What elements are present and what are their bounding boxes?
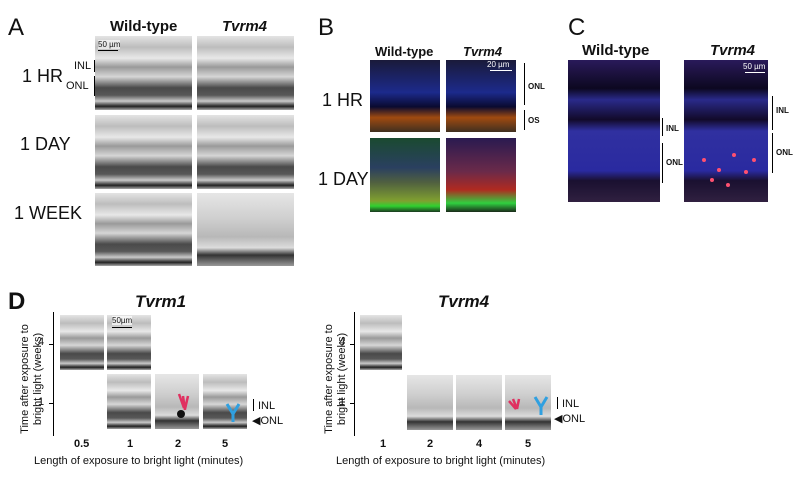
panel-c-wildtype-header: Wild-type [582,42,650,59]
panel-b-onl-label: ONL [528,82,545,91]
panel-b-os-bracket [524,110,525,130]
panel-c-image-wt [568,60,660,202]
panel-d-left-xtick-0.5: 0.5 [74,438,90,450]
panel-a-image-1day-wt [95,115,192,189]
panel-d-right-xlabel: Length of exposure to bright light (minu… [336,455,546,467]
panel-d-right-inl-bracket [557,397,558,409]
panel-d-right-ytick-1 [350,403,355,404]
panel-c-scale-bar [745,72,765,73]
panel-d-left-yaxis [53,312,54,436]
panel-c-wt-onl-bracket [662,143,663,183]
panel-a-row-1week: 1 WEEK [14,203,83,223]
panel-d-right-ytick-4 [350,344,355,345]
panel-d-left-title: Tvrm1 [135,292,187,311]
panel-a-onl-bracket [94,76,95,96]
panel-d-right-ylabel-1: 1 [339,396,346,408]
panel-d-right-xtick-5: 5 [525,438,532,450]
panel-d-right-title: Tvrm4 [438,292,490,311]
panel-c-mut-onl-label: ONL [776,148,793,157]
panel-a-scale-label: 50 µm [98,40,121,49]
panel-d-left-inl-label: INL [258,400,276,412]
panel-d-left-ytick-4 [49,344,54,345]
panel-d-left-ylabel-4: 4 [38,336,45,348]
panel-b-wildtype-header: Wild-type [375,44,434,59]
panel-a-image-1day-mut [197,115,294,189]
panel-a-image-1week-wt [95,193,192,266]
panel-b-scale-bar [490,70,512,71]
panel-a-tvrm4-header: Tvrm4 [222,18,268,35]
panel-b-row-1hr: 1 HR [322,90,364,110]
panel-c-letter: C [568,14,586,41]
panel-d-left-image-0.5-4wk [60,315,104,370]
panel-d-left-ylabel-line1: Time after exposure to [19,324,31,434]
panel-d-left-xlabel: Length of exposure to bright light (minu… [34,455,244,467]
panel-d-right-image-5-1wk [505,375,551,430]
panel-d-left-xtick-5: 5 [222,438,229,450]
panel-b-letter: B [318,14,335,41]
panel-d-left-inl-bracket [253,399,254,411]
panel-a-inl-label: INL [74,60,92,72]
panel-d-right-onl-label: ◀ONL [554,413,586,425]
panel-d-scale-label: 50µm [112,316,133,325]
panel-d-right-yaxis [354,312,355,436]
panel-a-row-1hr: 1 HR [22,66,64,86]
panel-b-scale-label: 20 µm [487,60,510,69]
panel-c-mut-inl-label: INL [776,106,789,115]
panel-b-os-label: OS [528,116,540,125]
panel-b-image-1day-mut [446,138,516,212]
panel-d-right-image-4-1wk [456,375,502,430]
panel-c-wt-inl-label: INL [666,124,679,133]
panel-a-letter: A [8,14,25,41]
panel-d-right-xtick-4: 4 [476,438,483,450]
panel-d-left-ylabel-1: 1 [38,396,45,408]
panel-d-letter: D [8,288,26,315]
panel-c-mut-inl-bracket [772,96,773,130]
panel-a-scale-bar [98,50,118,51]
panel-d-left-onl-label: ◀ONL [252,415,284,427]
panel-d-right-inl-label: INL [562,398,580,410]
panel-a-image-1hr-mut [197,36,294,110]
panel-d-right-xtick-1: 1 [380,438,387,450]
panel-d-left-ytick-1 [49,403,54,404]
panel-c-tvrm4-header: Tvrm4 [710,42,756,59]
panel-a-onl-label: ONL [66,80,89,92]
panel-b-tvrm4-header: Tvrm4 [463,44,503,59]
panel-d-right-image-1-4wk [360,315,402,370]
panel-a-image-1week-mut [197,193,294,266]
panel-d-left-xtick-1: 1 [127,438,134,450]
panel-d-right-onl-text: ONL [562,413,586,425]
panel-b-image-1hr-mut [446,60,516,132]
panel-c-wt-onl-label: ONL [666,158,683,167]
panel-d-right-xtick-2: 2 [427,438,434,450]
panel-d-right-image-2-1wk [407,375,453,430]
panel-c-mut-onl-bracket [772,133,773,173]
panel-c-image-mut [684,60,768,202]
panel-a-inl-bracket [94,60,95,72]
panel-d-left-image-1-1wk [107,374,151,429]
panel-a-row-1day: 1 DAY [20,134,71,154]
panel-d-left-image-2-1wk [155,374,199,429]
panel-d-left-image-5-1wk [203,374,247,429]
panel-c-wt-inl-bracket [662,118,663,136]
panel-c-scale-label: 50 µm [743,62,766,71]
panel-b-onl-bracket [524,63,525,105]
panel-d-right-ylabel-line1: Time after exposure to [323,324,335,434]
panel-d-left-onl-text: ONL [260,415,284,427]
panel-d-left-xtick-2: 2 [175,438,182,450]
panel-a-wildtype-header: Wild-type [110,18,178,35]
panel-d-scale-bar [112,327,132,328]
panel-d-right-ylabel-4: 4 [339,336,346,348]
panel-b-image-1day-wt [370,138,440,212]
panel-b-image-1hr-wt [370,60,440,132]
panel-b-row-1day: 1 DAY [318,169,369,189]
